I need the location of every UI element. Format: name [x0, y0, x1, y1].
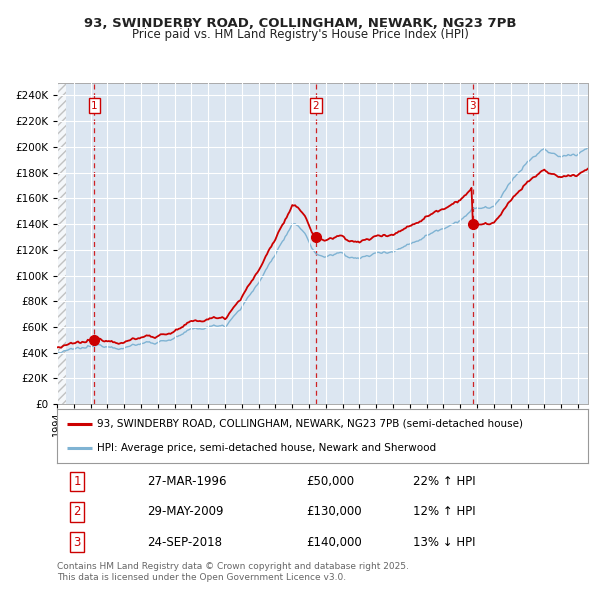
Text: HPI: Average price, semi-detached house, Newark and Sherwood: HPI: Average price, semi-detached house,… [97, 444, 436, 454]
Text: 22% ↑ HPI: 22% ↑ HPI [413, 475, 475, 488]
Text: 2: 2 [313, 101, 319, 111]
Text: 13% ↓ HPI: 13% ↓ HPI [413, 536, 475, 549]
Text: 93, SWINDERBY ROAD, COLLINGHAM, NEWARK, NG23 7PB: 93, SWINDERBY ROAD, COLLINGHAM, NEWARK, … [84, 17, 516, 30]
Text: £50,000: £50,000 [307, 475, 355, 488]
Text: 1: 1 [73, 475, 81, 488]
Text: Contains HM Land Registry data © Crown copyright and database right 2025.
This d: Contains HM Land Registry data © Crown c… [57, 562, 409, 582]
Text: 12% ↑ HPI: 12% ↑ HPI [413, 505, 475, 519]
Text: 1: 1 [91, 101, 98, 111]
Text: 27-MAR-1996: 27-MAR-1996 [147, 475, 227, 488]
Text: 3: 3 [469, 101, 476, 111]
Text: 93, SWINDERBY ROAD, COLLINGHAM, NEWARK, NG23 7PB (semi-detached house): 93, SWINDERBY ROAD, COLLINGHAM, NEWARK, … [97, 418, 523, 428]
Text: 2: 2 [73, 505, 81, 519]
Text: £130,000: £130,000 [307, 505, 362, 519]
Text: £140,000: £140,000 [307, 536, 362, 549]
Text: Price paid vs. HM Land Registry's House Price Index (HPI): Price paid vs. HM Land Registry's House … [131, 28, 469, 41]
Text: 24-SEP-2018: 24-SEP-2018 [147, 536, 222, 549]
Text: 29-MAY-2009: 29-MAY-2009 [147, 505, 224, 519]
Text: 3: 3 [73, 536, 81, 549]
